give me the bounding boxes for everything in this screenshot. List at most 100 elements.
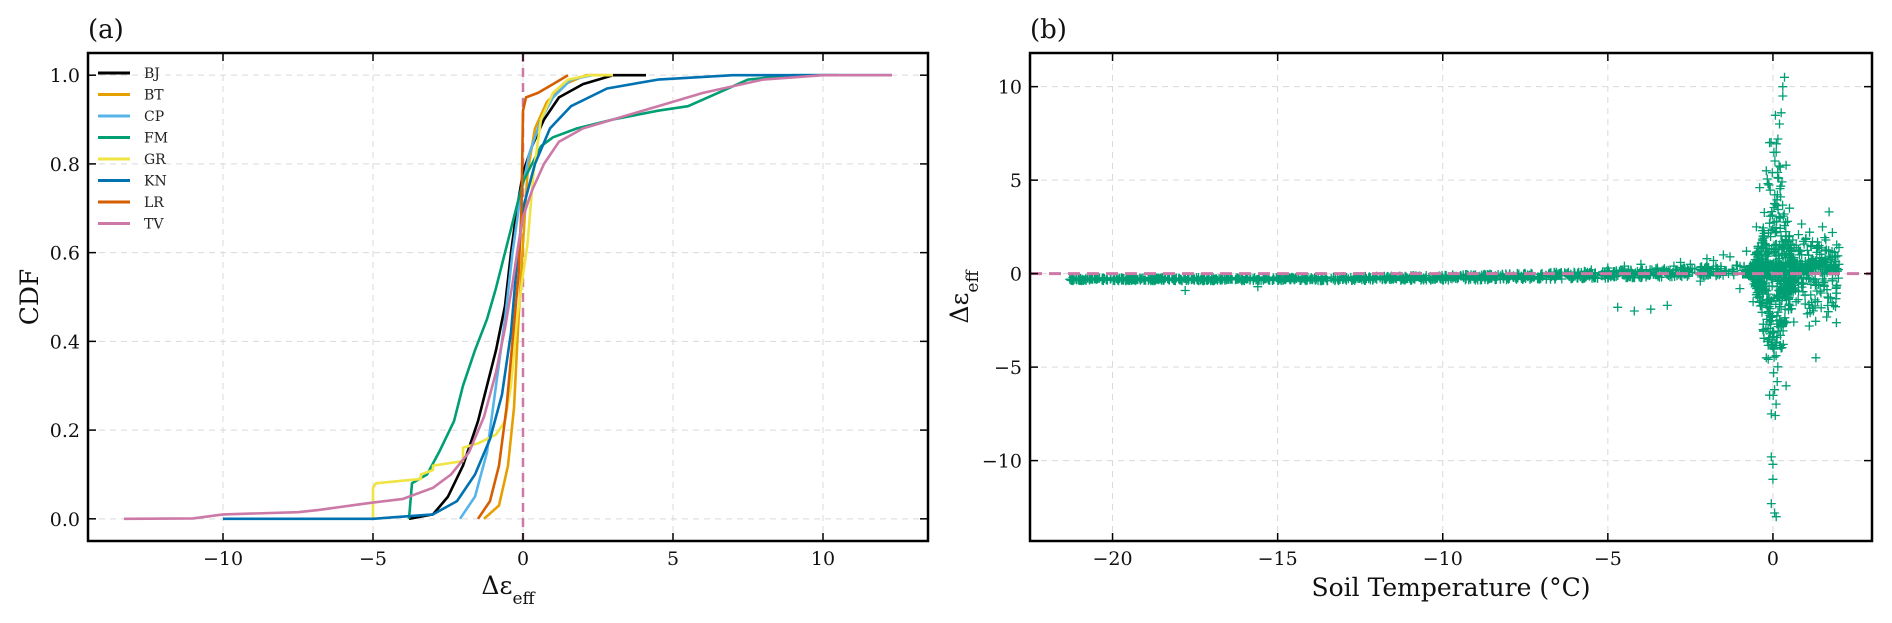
scatter-point [1774,173,1784,183]
scatter-point [1765,218,1774,228]
scatter-point [1321,273,1331,283]
scatter-point [1114,273,1124,283]
panel-b-frame [1028,51,1874,543]
scatter-point [1797,219,1807,229]
scatter-point [1762,174,1772,184]
scatter-point [1567,274,1577,284]
scatter-point [1773,134,1783,144]
scatter-point [1727,264,1737,274]
scatter-point [1254,275,1264,285]
scatter-point [1479,272,1489,282]
scatter-point [1316,275,1326,285]
scatter-point [1750,282,1760,292]
scatter-point [1770,385,1780,395]
scatter-point [1755,257,1765,267]
scatter-point [1537,271,1547,280]
scatter-point [1770,199,1780,209]
scatter-point [1109,274,1119,284]
scatter-point [1804,300,1814,310]
legend-label-lr: LR [144,195,164,211]
legend-label-gr: GR [144,152,166,168]
scatter-point [1811,316,1821,326]
scatter-point [1822,245,1831,255]
scatter-point [1778,91,1788,101]
panel-a-ylabel: CDF [15,269,44,326]
scatter-point [1751,290,1761,300]
scatter-point [1780,72,1789,82]
scatter-point [1770,190,1780,200]
scatter-point [1786,304,1796,314]
scatter-point [1801,259,1811,269]
scatter-point [1770,156,1780,166]
scatter-point [1323,276,1332,286]
scatter-point [1804,321,1814,331]
scatter-point [1784,293,1794,303]
scatter-point [1101,275,1111,285]
scatter-point [1788,235,1798,245]
scatter-point [1151,274,1161,284]
scatter-point [1779,275,1789,285]
panel-b-points [1065,72,1844,522]
scatter-point [1771,351,1781,361]
scatter-point [1802,309,1812,319]
panel-a-ytick-label: 0.6 [50,243,80,265]
scatter-point [1761,353,1771,363]
scatter-point [1818,222,1827,232]
panel-b-xtick-label: −5 [1594,548,1622,570]
scatter-point [1299,273,1309,283]
scatter-point [1771,147,1781,157]
scatter-point [1609,272,1619,282]
scatter-point [1141,275,1151,285]
scatter-point [1718,250,1728,260]
scatter-point [1823,301,1833,310]
scatter-point [1775,119,1784,129]
panel-a-xtick-label: −10 [203,548,243,570]
scatter-point [1767,338,1777,348]
scatter-point [1758,280,1768,290]
scatter-point [1802,245,1812,255]
scatter-point [1360,271,1370,281]
scatter-point [1768,474,1778,484]
scatter-point [1796,246,1805,256]
scatter-point [1669,261,1679,271]
scatter-point [1772,319,1782,329]
panel-b-ytick-label: −10 [982,451,1022,473]
scatter-point [1823,292,1833,302]
scatter-point [1779,209,1789,219]
scatter-point [1432,274,1442,283]
scatter-point [1778,200,1788,210]
scatter-point [1820,246,1830,256]
scatter-point [1665,272,1675,282]
legend-label-kn: KN [144,174,167,190]
scatter-point [1759,208,1769,217]
scatter-point [1815,249,1825,259]
panel-a-ytick-label: 0.2 [50,420,80,442]
scatter-point [1192,273,1201,283]
panel-b-ytick-label: 10 [998,77,1022,99]
scatter-point [1769,217,1779,227]
panel-b-xtick-label: −15 [1258,548,1298,570]
scatter-point [1805,303,1815,313]
scatter-point [1814,279,1824,289]
scatter-point [1676,257,1685,267]
scatter-point [1290,275,1300,285]
legend-label-fm: FM [144,131,168,147]
scatter-point [1811,353,1821,363]
scatter-point [1814,258,1824,268]
scatter-point [1801,233,1811,243]
scatter-point [1779,316,1789,326]
scatter-point [1773,205,1783,214]
panel-label-b: (b) [1030,15,1067,45]
panel-b-xlabel: Soil Temperature (°C) [1312,573,1591,602]
scatter-point [1805,227,1815,237]
scatter-point [1777,282,1787,292]
panel-b-ytick-label: 5 [1010,170,1022,192]
scatter-point [1771,139,1781,149]
scatter-point [1781,217,1791,227]
scatter-point [1174,274,1184,284]
scatter-point [1831,294,1841,304]
scatter-point [1603,263,1613,273]
legend-label-cp: CP [144,109,164,125]
scatter-point [1763,248,1773,258]
scatter-point [1810,295,1820,305]
